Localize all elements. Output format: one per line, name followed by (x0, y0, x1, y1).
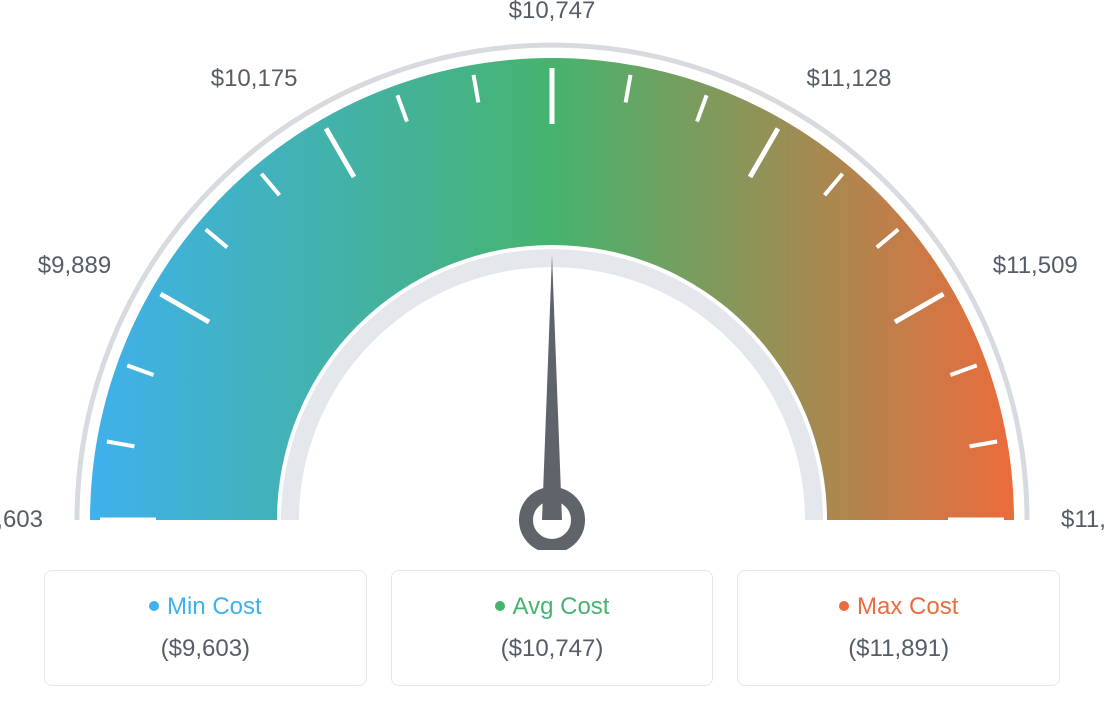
gauge-tick-label: $9,889 (38, 252, 111, 280)
legend-title: Min Cost (55, 593, 356, 621)
gauge-tick-label: $11,128 (807, 65, 892, 93)
legend-value: ($11,891) (748, 635, 1049, 663)
legend-title-text: Min Cost (167, 593, 262, 620)
gauge-svg (20, 20, 1084, 550)
legend-card: Min Cost ($9,603) (44, 570, 367, 686)
legend-value: ($10,747) (402, 635, 703, 663)
gauge-chart-container: $9,603$9,889$10,175$10,747$11,128$11,509… (20, 20, 1084, 686)
legend-dot-icon (149, 601, 159, 611)
gauge-tick-label: $11,891 (1061, 506, 1104, 534)
legend-title: Avg Cost (402, 593, 703, 621)
legend-row: Min Cost ($9,603) Avg Cost ($10,747) Max Cos… (20, 570, 1084, 686)
legend-title-text: Max Cost (857, 593, 958, 620)
legend-value: ($9,603) (55, 635, 356, 663)
legend-card: Max Cost ($11,891) (737, 570, 1060, 686)
gauge-area: $9,603$9,889$10,175$10,747$11,128$11,509… (20, 20, 1084, 550)
legend-dot-icon (495, 601, 505, 611)
legend-title-text: Avg Cost (513, 593, 610, 620)
gauge-tick-label: $9,603 (0, 506, 43, 534)
legend-card: Avg Cost ($10,747) (391, 570, 714, 686)
legend-title: Max Cost (748, 593, 1049, 621)
legend-dot-icon (839, 601, 849, 611)
gauge-tick-label: $10,175 (211, 65, 298, 93)
gauge-tick-label: $10,747 (509, 0, 596, 25)
gauge-tick-label: $11,509 (993, 252, 1078, 280)
